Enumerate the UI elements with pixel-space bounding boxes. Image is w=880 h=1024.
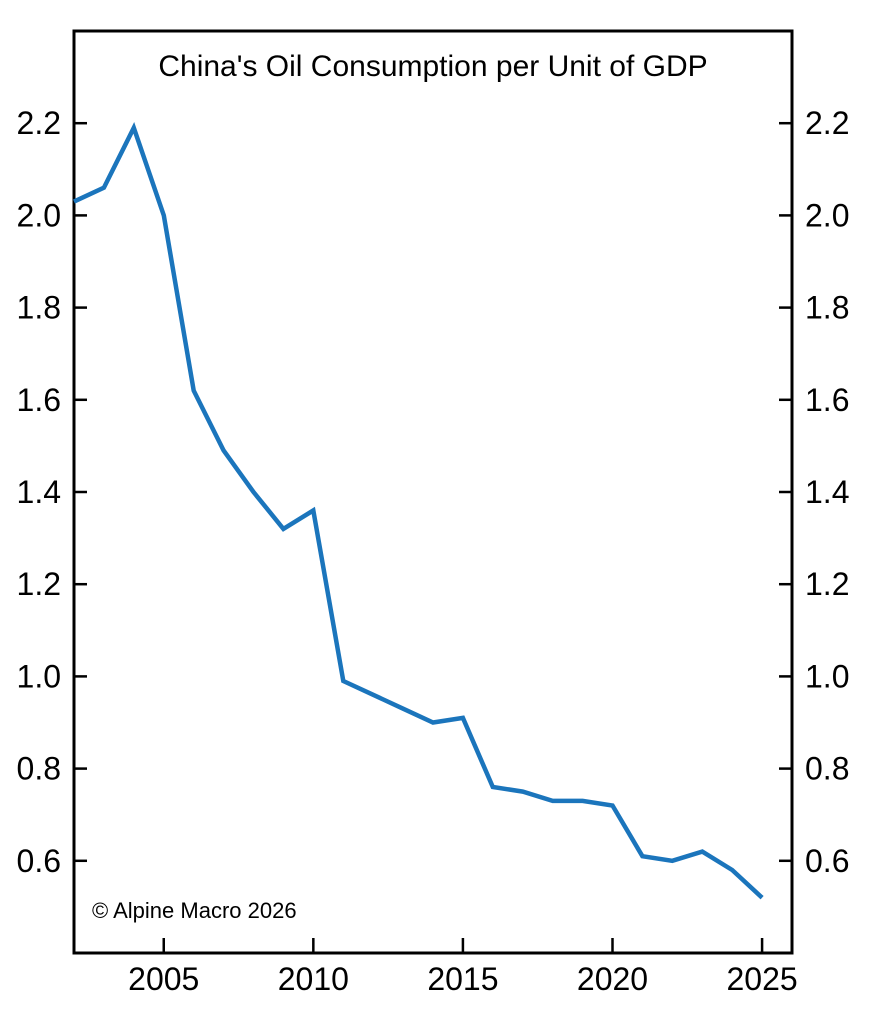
y-axis-label-right: 2.2 — [805, 105, 849, 141]
y-axis-label-right: 1.4 — [805, 474, 849, 510]
y-axis-label-left: 0.6 — [17, 843, 61, 879]
chart-title: China's Oil Consumption per Unit of GDP — [158, 50, 708, 83]
y-axis-label-left: 1.8 — [17, 290, 61, 326]
y-axis-label-left: 1.0 — [17, 658, 61, 694]
x-axis-label: 2005 — [128, 961, 199, 997]
y-axis-label-left: 1.4 — [17, 474, 61, 510]
y-axis-label-right: 1.2 — [805, 566, 849, 602]
y-axis-label-left: 1.6 — [17, 382, 61, 418]
x-axis-label: 2020 — [577, 961, 648, 997]
y-axis-label-right: 1.6 — [805, 382, 849, 418]
y-axis-label-left: 2.0 — [17, 197, 61, 233]
data-line — [73, 121, 764, 900]
plot-border — [72, 29, 794, 955]
y-axis-label-left: 1.2 — [17, 566, 61, 602]
x-axis-label: 2025 — [726, 961, 797, 997]
y-axis-label-left: 2.2 — [17, 105, 61, 141]
y-axis-label-right: 1.8 — [805, 290, 849, 326]
y-axis-label-left: 0.8 — [17, 751, 61, 787]
y-axis-label-right: 0.8 — [805, 751, 849, 787]
x-axis-label: 2015 — [427, 961, 498, 997]
x-axis-label: 2010 — [278, 961, 349, 997]
y-axis-label-right: 0.6 — [805, 843, 849, 879]
copyright-text: © Alpine Macro 2026 — [92, 898, 297, 923]
y-axis-label-right: 1.0 — [805, 658, 849, 694]
y-axis-label-right: 2.0 — [805, 197, 849, 233]
